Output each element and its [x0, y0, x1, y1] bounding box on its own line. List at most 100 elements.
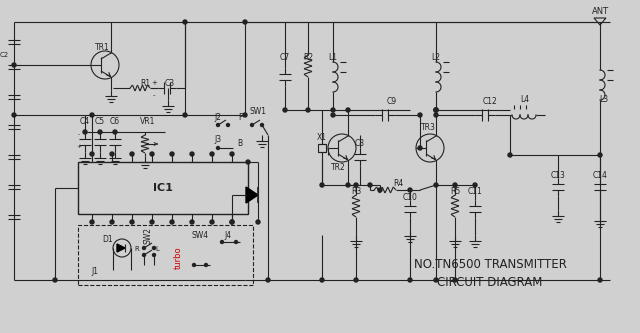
Circle shape [368, 183, 372, 187]
Circle shape [83, 130, 87, 134]
Text: X1: X1 [317, 133, 327, 142]
Circle shape [143, 246, 145, 249]
Circle shape [150, 220, 154, 224]
Circle shape [306, 108, 310, 112]
Circle shape [12, 113, 16, 117]
Circle shape [418, 146, 422, 150]
Text: J4: J4 [225, 230, 232, 239]
Text: C5: C5 [95, 118, 105, 127]
Circle shape [354, 278, 358, 282]
Text: C2: C2 [0, 52, 9, 58]
Text: R3: R3 [351, 187, 361, 196]
Circle shape [320, 183, 324, 187]
Circle shape [250, 124, 253, 127]
Text: C11: C11 [468, 187, 483, 196]
Text: C12: C12 [483, 98, 497, 107]
Text: C10: C10 [403, 193, 417, 202]
Text: +: + [151, 80, 157, 86]
Text: D1: D1 [102, 235, 113, 244]
Text: J2: J2 [214, 114, 221, 123]
Circle shape [190, 220, 194, 224]
Text: L3: L3 [600, 96, 609, 105]
Circle shape [243, 20, 247, 24]
Text: SW1: SW1 [250, 108, 266, 117]
Circle shape [434, 183, 438, 187]
Text: R2: R2 [303, 54, 313, 63]
Circle shape [378, 188, 382, 192]
Circle shape [90, 113, 94, 117]
Circle shape [234, 240, 237, 243]
Circle shape [508, 153, 512, 157]
Circle shape [183, 20, 187, 24]
Circle shape [152, 253, 156, 256]
Circle shape [193, 263, 195, 266]
Text: VR1: VR1 [140, 118, 156, 127]
Bar [78, 162, 248, 214]
Circle shape [283, 108, 287, 112]
Circle shape [434, 108, 438, 112]
Circle shape [227, 124, 230, 127]
Text: SW4: SW4 [191, 230, 209, 239]
Polygon shape [246, 187, 258, 203]
Circle shape [210, 152, 214, 156]
Circle shape [408, 278, 412, 282]
Text: NO.TN6500 TRANSMITTER: NO.TN6500 TRANSMITTER [413, 258, 566, 271]
Text: C7: C7 [280, 54, 290, 63]
Text: R1: R1 [140, 79, 150, 88]
Text: C8: C8 [355, 139, 365, 148]
Text: ANT: ANT [591, 8, 609, 17]
Text: TR2: TR2 [331, 164, 346, 172]
Circle shape [152, 246, 156, 249]
Text: CIRCUIT DIAGRAM: CIRCUIT DIAGRAM [437, 275, 543, 288]
Text: C4: C4 [80, 118, 90, 127]
Text: B: B [237, 139, 243, 148]
Circle shape [90, 220, 94, 224]
Text: SW2: SW2 [143, 226, 152, 243]
Text: -: - [78, 133, 80, 138]
Circle shape [331, 113, 335, 117]
Circle shape [216, 147, 220, 150]
Circle shape [113, 130, 117, 134]
Circle shape [221, 240, 223, 243]
Text: +: + [76, 144, 82, 149]
Circle shape [230, 220, 234, 224]
Circle shape [256, 220, 260, 224]
Circle shape [230, 152, 234, 156]
Circle shape [598, 153, 602, 157]
Circle shape [230, 220, 234, 224]
Text: L4: L4 [520, 96, 529, 105]
Text: J1: J1 [92, 267, 99, 276]
Text: C13: C13 [550, 170, 565, 179]
Circle shape [473, 183, 477, 187]
Circle shape [354, 183, 358, 187]
Text: R: R [134, 246, 140, 252]
Circle shape [418, 113, 422, 117]
Circle shape [130, 220, 134, 224]
Bar [78, 225, 253, 285]
Circle shape [205, 263, 207, 266]
Polygon shape [117, 244, 125, 252]
Circle shape [98, 130, 102, 134]
Bar [318, 144, 326, 152]
Text: R4: R4 [393, 178, 403, 187]
Text: IC1: IC1 [153, 183, 173, 193]
Circle shape [143, 253, 145, 256]
Text: J3: J3 [214, 136, 221, 145]
Text: F: F [238, 114, 242, 123]
Text: C6: C6 [110, 118, 120, 127]
Circle shape [434, 278, 438, 282]
Text: TR3: TR3 [420, 124, 435, 133]
Circle shape [331, 108, 335, 112]
Circle shape [453, 278, 457, 282]
Text: R5: R5 [450, 187, 460, 196]
Text: C9: C9 [387, 98, 397, 107]
Circle shape [598, 278, 602, 282]
Circle shape [216, 124, 220, 127]
Circle shape [346, 183, 350, 187]
Text: -: - [153, 92, 156, 98]
Text: L2: L2 [431, 54, 440, 63]
Circle shape [150, 152, 154, 156]
Circle shape [260, 124, 264, 127]
Circle shape [243, 113, 247, 117]
Circle shape [246, 160, 250, 164]
